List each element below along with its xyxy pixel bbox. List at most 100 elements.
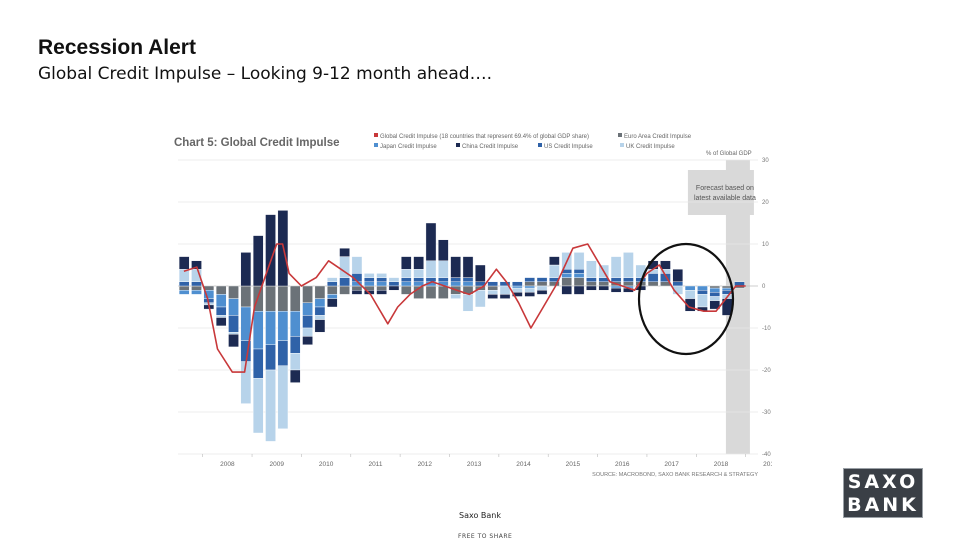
- x-tick-label: 2013: [467, 461, 482, 468]
- bar-us: [326, 281, 338, 287]
- bar-japan: [178, 289, 190, 295]
- y-tick-label: -10: [762, 326, 771, 332]
- bar-us: [277, 340, 289, 367]
- bar-uk: [462, 294, 474, 312]
- bar-japan: [277, 310, 289, 341]
- bar-uk: [351, 256, 363, 274]
- bar-us: [265, 344, 276, 371]
- bar-china: [376, 289, 387, 295]
- bar-china: [413, 256, 424, 270]
- y-tick-label: -30: [762, 410, 771, 416]
- x-tick-label: 2019: [763, 461, 772, 468]
- bar-us: [191, 281, 202, 287]
- logo-line-1: SAXO: [847, 471, 919, 493]
- y-tick-label: 30: [762, 158, 769, 164]
- legend-swatch-euro: [618, 133, 622, 137]
- bar-us: [314, 306, 326, 316]
- bar-china: [178, 256, 190, 270]
- bar-euro: [351, 285, 363, 291]
- bar-japan: [364, 281, 375, 287]
- bar-uk: [326, 277, 338, 283]
- bar-japan: [326, 294, 338, 299]
- bar-uk: [499, 285, 511, 295]
- bar-japan: [573, 273, 585, 278]
- bar-china: [512, 292, 523, 297]
- bar-uk: [684, 289, 696, 299]
- bar-china: [475, 264, 486, 282]
- bar-china: [598, 285, 610, 291]
- bar-uk: [388, 277, 400, 283]
- legend-swatch-us: [538, 143, 542, 147]
- bar-uk: [289, 352, 301, 371]
- legend-swatch-uk: [620, 143, 624, 147]
- y-tick-label: 0: [762, 284, 766, 290]
- bar-japan: [302, 302, 313, 316]
- bar-euro: [215, 285, 227, 295]
- bar-uk: [549, 264, 560, 278]
- bar-uk: [215, 315, 227, 318]
- bar-euro: [438, 285, 449, 299]
- bar-china: [425, 222, 437, 261]
- bar-us: [302, 315, 313, 329]
- bar-uk: [277, 365, 289, 430]
- bar-japan: [289, 310, 301, 337]
- chart-title: Chart 5: Global Credit Impulse: [174, 137, 340, 149]
- bar-euro: [240, 285, 252, 308]
- bar-us: [413, 277, 424, 283]
- bar-uk: [401, 268, 412, 278]
- bar-china: [401, 256, 412, 270]
- footer-share-note: FREE TO SHARE: [458, 533, 513, 540]
- bar-euro: [709, 285, 721, 289]
- bar-uk: [573, 252, 585, 270]
- bar-china: [684, 298, 696, 312]
- bar-us: [252, 348, 264, 379]
- bar-us: [376, 277, 387, 283]
- chart-source: SOURCE: MACROBOND, SAXO BANK RESEARCH & …: [592, 472, 758, 478]
- bar-china: [549, 256, 560, 266]
- bar-uk: [413, 268, 424, 278]
- chart-panel: Chart 5: Global Credit Impulse Global Cre…: [168, 126, 772, 482]
- bar-euro: [721, 285, 733, 289]
- bar-euro: [289, 285, 301, 312]
- legend-swatch-global: [374, 133, 378, 137]
- annotation-circle: [637, 242, 735, 356]
- bar-china: [438, 239, 449, 262]
- bar-euro: [573, 277, 585, 287]
- saxo-bank-logo: SAXO BANK: [843, 468, 923, 518]
- bar-uk: [697, 294, 708, 308]
- bar-us: [536, 277, 548, 283]
- legend-label-china: China Credit Impulse: [462, 144, 519, 150]
- bar-us: [450, 277, 461, 283]
- bar-china: [314, 319, 326, 333]
- bar-euro: [524, 281, 535, 287]
- bar-euro: [228, 285, 239, 299]
- bar-japan: [376, 281, 387, 287]
- x-tick-label: 2008: [220, 461, 235, 468]
- bar-us: [215, 306, 227, 316]
- bar-china: [610, 287, 622, 293]
- bar-china: [487, 294, 498, 299]
- legend-label-uk: UK Credit Impulse: [626, 144, 675, 150]
- y-tick-label: -20: [762, 368, 771, 374]
- bar-china: [228, 334, 239, 348]
- bar-uk: [586, 260, 597, 278]
- bar-uk: [512, 287, 523, 293]
- forecast-label-box: [687, 170, 754, 215]
- legend-swatch-china: [456, 143, 460, 147]
- y-tick-label: -40: [762, 452, 771, 458]
- footer-source-name: Saxo Bank: [459, 511, 501, 520]
- bar-china: [240, 252, 252, 287]
- bar-uk: [487, 289, 498, 295]
- bar-us: [623, 277, 634, 283]
- bar-euro: [339, 285, 350, 295]
- bar-uk: [450, 294, 461, 299]
- bar-japan: [215, 294, 227, 308]
- bar-euro: [598, 281, 610, 287]
- bar-uk: [302, 327, 313, 337]
- y-tick-label: 10: [762, 242, 769, 248]
- bar-japan: [401, 281, 412, 287]
- bar-euro: [178, 285, 190, 291]
- x-tick-label: 2012: [418, 461, 433, 468]
- bar-us: [438, 277, 449, 283]
- bar-china: [252, 235, 264, 287]
